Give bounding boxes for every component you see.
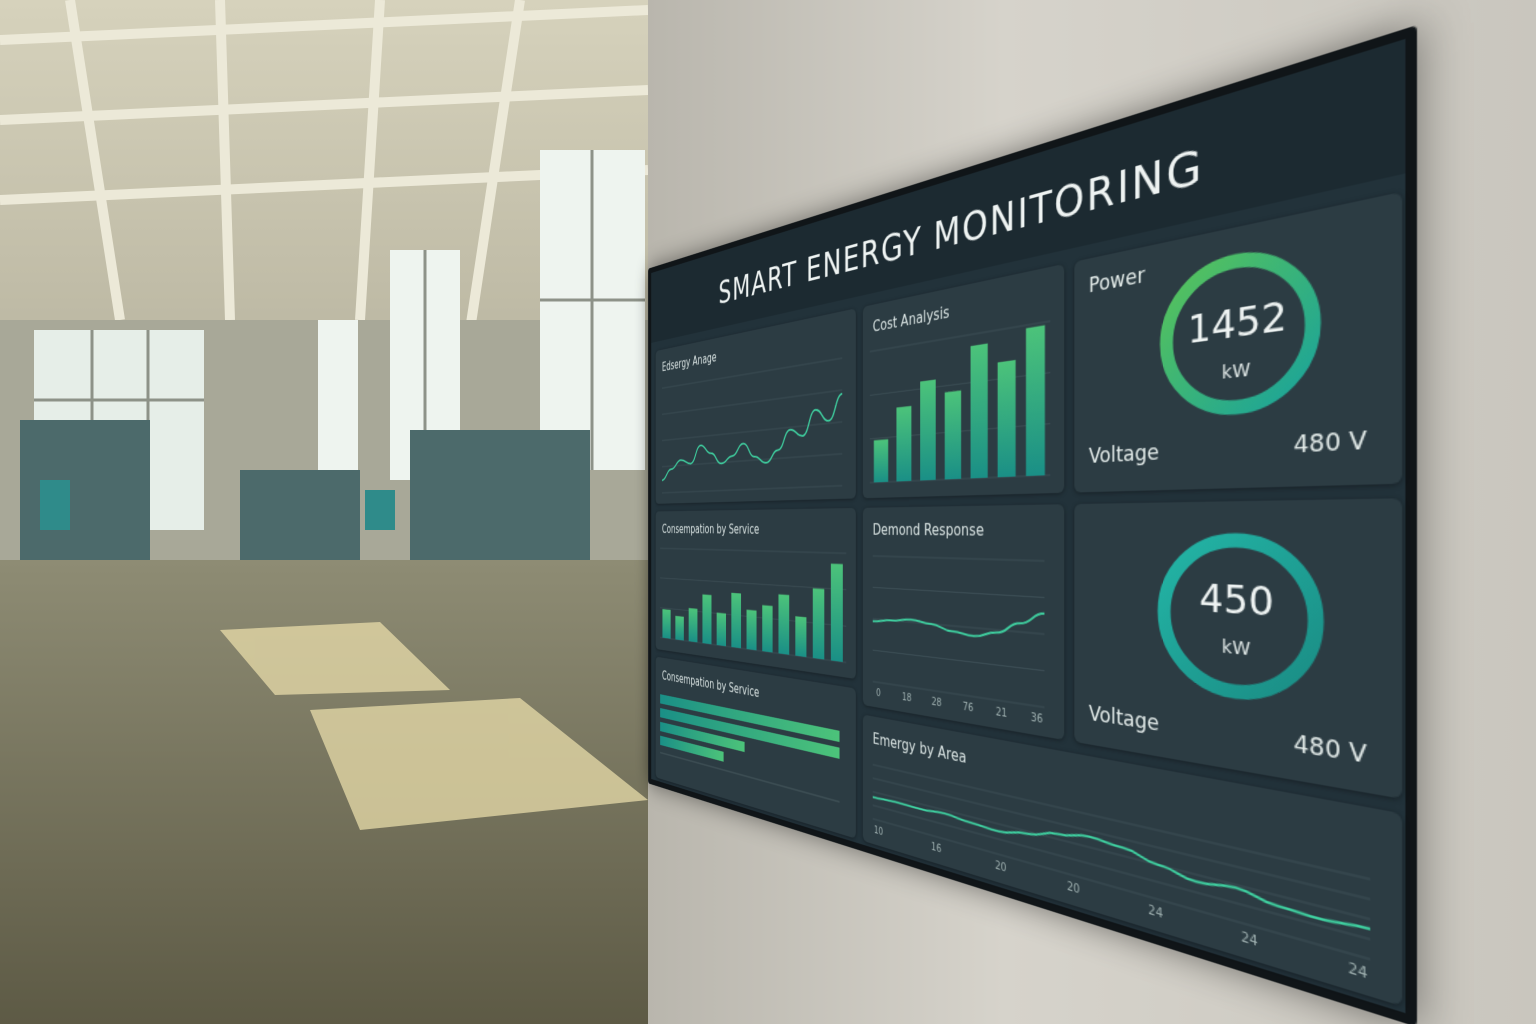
bar (675, 615, 684, 641)
grid-line (873, 650, 1045, 671)
bar-chart (870, 317, 1050, 491)
panel-title: Cost Analysis (872, 302, 950, 336)
grid-line (873, 765, 1370, 880)
bar (970, 343, 988, 479)
bar (688, 608, 698, 643)
gauge: 1452 kW (1074, 192, 1402, 493)
gauge-unit: kW (1222, 636, 1251, 660)
x-tick-label: 20 (995, 859, 1006, 875)
x-tick-label: 16 (931, 841, 941, 856)
x-tick-label: 24 (1348, 960, 1368, 982)
demand-gauge-panel: 450 kW Voltage 480 V (1074, 498, 1403, 799)
dashboard-screen: SMART ENERGY MONITORING Edsergy Anage Co… (648, 24, 1417, 1024)
x-tick-label: 28 (931, 696, 941, 709)
axis-line (660, 753, 839, 802)
bar (873, 439, 889, 483)
bar (896, 405, 912, 482)
data-line (662, 394, 842, 480)
bar (944, 390, 962, 480)
bar (795, 616, 807, 658)
gauge-unit: kW (1222, 359, 1251, 384)
bar (762, 605, 773, 653)
bar (731, 592, 741, 649)
voltage-label: Voltage (1088, 440, 1160, 469)
energy-area-panel: Emergy by Area 10 16 20 20 24 24 24 (862, 714, 1403, 1007)
energy-usage-panel: Edsergy Anage (655, 308, 856, 504)
grid-line (662, 422, 842, 441)
x-tick-label: 10 (874, 824, 883, 838)
bar (830, 563, 843, 663)
panel-title: Consempation by Service (661, 521, 760, 538)
grid-line (873, 682, 1045, 708)
bar (662, 609, 671, 639)
bar (746, 609, 757, 651)
cost-analysis-panel: Cost Analysis (862, 263, 1065, 499)
grid-line (873, 556, 1045, 561)
gauge-value: 450 (1199, 576, 1274, 626)
x-tick-label: 18 (902, 691, 912, 704)
grid-line (660, 578, 846, 590)
bar-chart (660, 545, 846, 670)
voltage-value: 480 V (1293, 427, 1368, 460)
gauge-value: 1452 (1188, 292, 1288, 353)
data-line (873, 601, 1045, 643)
grid-line (873, 587, 1045, 597)
x-tick-label: 20 (1067, 880, 1080, 897)
line-chart (660, 352, 846, 498)
gauge: 450 kW (1074, 498, 1402, 799)
grid-line (660, 548, 846, 553)
x-tick-label: 21 (996, 706, 1007, 720)
panel-title: Demond Response (872, 520, 984, 540)
power-panel: Power 1452 kW Voltage 480 V (1074, 191, 1403, 493)
x-tick-label: 24 (1148, 903, 1163, 921)
bar (778, 594, 790, 655)
x-tick-label: 36 (1031, 711, 1043, 726)
bar (716, 612, 726, 647)
x-tick-label: 76 (963, 700, 974, 714)
line-chart: 10 16 20 20 24 24 24 (870, 758, 1380, 982)
bar (812, 588, 825, 660)
bar (702, 594, 712, 645)
x-tick-label: 0 (876, 687, 881, 699)
bar (920, 379, 936, 481)
demand-response-panel: Demond Response 0 18 28 76 21 36 (862, 504, 1065, 741)
bar (1025, 325, 1045, 477)
grid-line (662, 486, 842, 493)
bar (997, 359, 1016, 478)
consumption-panel: Consempation by Service (655, 507, 856, 680)
line-chart: 0 18 28 76 21 36 (870, 550, 1050, 726)
panel-title: Edsergy Anage (661, 349, 717, 375)
x-tick-label: 24 (1241, 930, 1258, 950)
factory-hall (0, 0, 648, 1024)
